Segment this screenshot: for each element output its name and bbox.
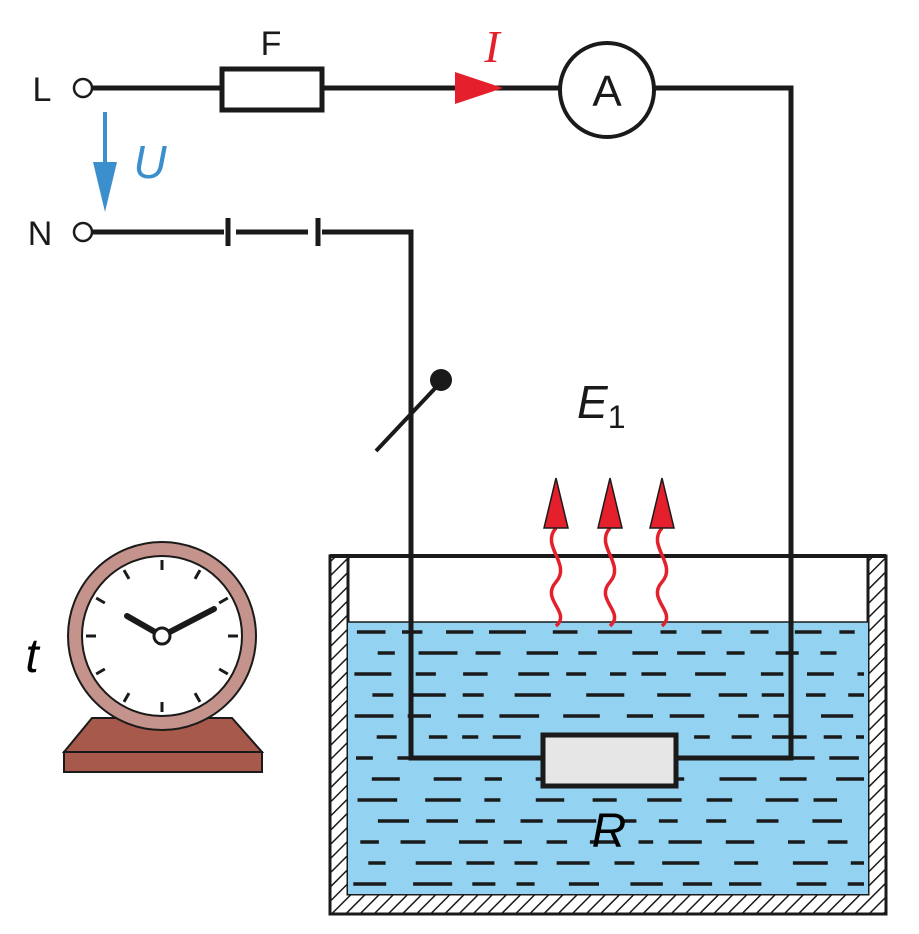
switch-symbol bbox=[225, 218, 321, 246]
energy-label: E1 bbox=[577, 376, 625, 435]
ammeter-symbol: A bbox=[558, 41, 656, 139]
clock-center-pin bbox=[152, 626, 172, 646]
voltage-arrow: U bbox=[93, 112, 167, 212]
current-arrow: I bbox=[455, 21, 503, 104]
heat-wave-3-arrow bbox=[649, 477, 675, 529]
voltage-arrow-head bbox=[93, 162, 117, 212]
clock-tick bbox=[122, 569, 131, 580]
heat-wave-1-line bbox=[549, 526, 563, 628]
wire-switch-to-resistor bbox=[322, 229, 542, 761]
clock-tick bbox=[218, 596, 229, 605]
terminal-n-ring bbox=[72, 221, 94, 243]
clock-minute-hand bbox=[159, 606, 217, 639]
fuse-body bbox=[219, 66, 325, 113]
terminal-l-ring bbox=[72, 77, 94, 99]
circuit-wires bbox=[93, 85, 794, 761]
adjustable-thermostat-symbol bbox=[374, 369, 452, 453]
thermostat-arrow-line bbox=[374, 380, 443, 453]
clock-tick bbox=[122, 692, 131, 703]
clock-tick bbox=[95, 667, 106, 676]
wire-ammeter-to-resistor bbox=[655, 85, 794, 761]
heat-wave-3-line bbox=[655, 526, 669, 628]
clock-ticks bbox=[86, 560, 238, 712]
heat-wave-3 bbox=[649, 477, 675, 628]
heat-wave-2-line bbox=[603, 526, 617, 628]
ammeter-ring bbox=[558, 41, 656, 139]
label-current: I bbox=[483, 21, 502, 72]
fuse-symbol: F bbox=[219, 25, 325, 113]
label-ammeter: A bbox=[592, 67, 622, 116]
label-energy-main: E bbox=[577, 376, 609, 428]
label-voltage: U bbox=[133, 136, 167, 188]
resistor-symbol: R bbox=[540, 732, 679, 858]
current-arrow-head bbox=[455, 72, 503, 104]
heat-wave-2 bbox=[597, 477, 623, 628]
resistor-body bbox=[540, 732, 679, 789]
heat-wave-1 bbox=[543, 477, 569, 628]
clock-icon: t bbox=[25, 541, 265, 773]
clock-tick bbox=[95, 596, 106, 605]
terminal-l: L bbox=[33, 71, 94, 109]
heat-wave-arrows bbox=[543, 477, 675, 628]
clock-tick bbox=[193, 569, 202, 580]
clock-tick bbox=[218, 667, 229, 676]
label-neutral: N bbox=[28, 215, 53, 253]
thermostat-knob bbox=[430, 369, 452, 391]
label-resistor: R bbox=[592, 805, 627, 858]
label-energy-sub: 1 bbox=[608, 399, 626, 435]
label-energy: E1 bbox=[577, 376, 625, 435]
label-line: L bbox=[33, 71, 52, 109]
terminal-n: N bbox=[28, 215, 94, 253]
heat-wave-1-arrow bbox=[543, 477, 569, 529]
label-fuse: F bbox=[261, 25, 282, 63]
clock-base-plinth bbox=[63, 751, 263, 773]
heat-wave-2-arrow bbox=[597, 477, 623, 529]
label-time: t bbox=[25, 630, 40, 683]
clock-tick bbox=[193, 692, 202, 703]
